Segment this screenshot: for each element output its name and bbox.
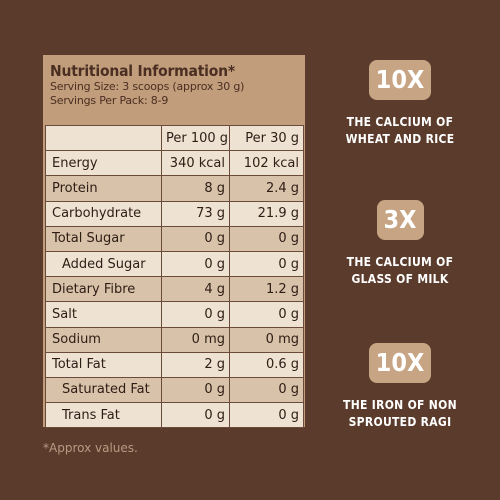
nutrition-header: Nutritional Information* Serving Size: 3… — [43, 55, 305, 125]
row-label: Protein — [45, 175, 162, 202]
claim-iron-ragi: 10X THE IRON OF NON SPROUTED RAGI — [330, 343, 470, 431]
row-label: Trans Fat — [45, 402, 162, 429]
claim-line: SPROUTED RAGI — [348, 415, 452, 429]
claim-calcium-wheat-rice: 10X THE CALCIUM OF WHEAT AND RICE — [330, 60, 470, 148]
row-value-per-100g: 0 g — [161, 225, 230, 252]
table-row-added-sugar: Added Sugar 0 g 0 g — [45, 250, 304, 278]
table-row-dietary-fibre: Dietary Fibre 4 g 1.2 g — [45, 276, 304, 303]
row-value-per-100g: 0 g — [161, 301, 230, 328]
table-header-row: Per 100 g Per 30 g — [45, 124, 304, 152]
row-value-per-30g: 0 mg — [229, 326, 304, 353]
table-row-saturated-fat: Saturated Fat 0 g 0 g — [45, 376, 304, 404]
row-label: Carbohydrate — [45, 200, 162, 227]
table-row-total-fat: Total Fat 2 g 0.6 g — [45, 351, 304, 378]
row-value-per-100g: 0 g — [161, 376, 230, 404]
approx-footnote: *Approx values. — [43, 441, 138, 455]
nutrition-title: Nutritional Information* — [50, 62, 235, 80]
claim-line: THE CALCIUM OF — [346, 255, 454, 269]
table-row-total-sugar: Total Sugar 0 g 0 g — [45, 225, 304, 252]
row-value-per-100g: 340 kcal — [161, 150, 230, 177]
claim-line: WHEAT AND RICE — [345, 132, 455, 146]
row-value-per-100g: 0 mg — [161, 326, 230, 353]
row-value-per-30g: 102 kcal — [229, 150, 304, 177]
row-value-per-30g: 0.6 g — [229, 351, 304, 378]
table-row-carbohydrate: Carbohydrate 73 g 21.9 g — [45, 200, 304, 227]
row-value-per-30g: 0 g — [229, 402, 304, 429]
table-row-protein: Protein 8 g 2.4 g — [45, 175, 304, 202]
claim-line: GLASS OF MILK — [351, 272, 449, 286]
serving-size: Serving Size: 3 scoops (approx 30 g) — [50, 80, 245, 93]
row-value-per-30g: 0 g — [229, 301, 304, 328]
row-value-per-100g: 0 g — [161, 250, 230, 278]
row-value-per-30g: 1.2 g — [229, 276, 304, 303]
row-value-per-30g: 0 g — [229, 376, 304, 404]
row-value-per-30g: 2.4 g — [229, 175, 304, 202]
claim-calcium-milk: 3X THE CALCIUM OF GLASS OF MILK — [330, 200, 470, 288]
row-value-per-30g: 0 g — [229, 250, 304, 278]
header-blank-cell — [45, 124, 162, 152]
nutrition-table: Per 100 g Per 30 g Energy 340 kcal 102 k… — [45, 124, 304, 429]
row-value-per-100g: 73 g — [161, 200, 230, 227]
row-value-per-100g: 0 g — [161, 402, 230, 429]
claim-badge: 3X — [376, 200, 424, 240]
row-label: Total Sugar — [45, 225, 162, 252]
row-label: Dietary Fibre — [45, 276, 162, 303]
claim-text: THE CALCIUM OF WHEAT AND RICE — [330, 114, 470, 148]
table-row-sodium: Sodium 0 mg 0 mg — [45, 326, 304, 353]
claim-badge: 10X — [368, 343, 432, 383]
table-row-trans-fat: Trans Fat 0 g 0 g — [45, 402, 304, 429]
nutrition-panel: Nutritional Information* Serving Size: 3… — [43, 55, 305, 429]
row-value-per-30g: 0 g — [229, 225, 304, 252]
claim-text: THE CALCIUM OF GLASS OF MILK — [330, 254, 470, 288]
row-label: Saturated Fat — [45, 376, 162, 404]
claim-text: THE IRON OF NON SPROUTED RAGI — [330, 397, 470, 431]
servings-per-pack: Servings Per Pack: 8-9 — [50, 94, 169, 107]
header-per-30g: Per 30 g — [229, 124, 304, 152]
claim-badge: 10X — [368, 60, 432, 100]
claim-line: THE IRON OF NON — [343, 398, 457, 412]
table-row-energy: Energy 340 kcal 102 kcal — [45, 150, 304, 177]
row-value-per-30g: 21.9 g — [229, 200, 304, 227]
header-per-100g: Per 100 g — [161, 124, 230, 152]
row-label: Salt — [45, 301, 162, 328]
row-value-per-100g: 8 g — [161, 175, 230, 202]
row-value-per-100g: 2 g — [161, 351, 230, 378]
claim-line: THE CALCIUM OF — [346, 115, 454, 129]
row-label: Added Sugar — [45, 250, 162, 278]
row-value-per-100g: 4 g — [161, 276, 230, 303]
table-row-salt: Salt 0 g 0 g — [45, 301, 304, 328]
row-label: Total Fat — [45, 351, 162, 378]
row-label: Energy — [45, 150, 162, 177]
row-label: Sodium — [45, 326, 162, 353]
